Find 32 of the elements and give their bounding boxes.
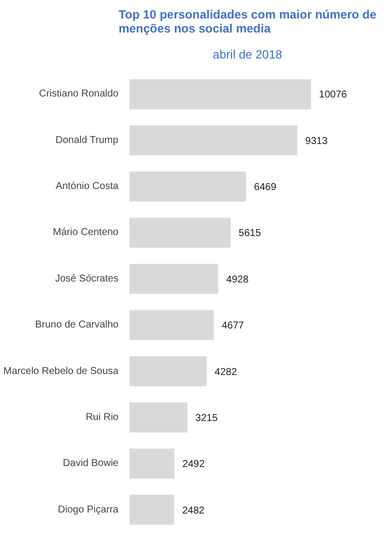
- y-tick-label: Bruno de Carvalho: [35, 320, 119, 331]
- data-label: 9313: [305, 136, 328, 147]
- y-tick-label: António Costa: [56, 181, 119, 192]
- bar: [130, 125, 298, 156]
- bar: [130, 356, 207, 386]
- y-tick-label: Rui Rio: [86, 412, 119, 423]
- bar: [130, 494, 174, 525]
- chart-title: Top 10 personalidades com maior número de menções nos social media: [118, 8, 377, 36]
- y-tick-label: Marcelo Rebelo de Sousa: [3, 366, 119, 377]
- y-tick-label: Cristiano Ronaldo: [39, 88, 119, 100]
- bar: [130, 310, 214, 340]
- data-label: 2492: [182, 459, 206, 470]
- data-label: 10076: [319, 90, 348, 101]
- bar: [130, 218, 231, 248]
- bar: [130, 172, 246, 202]
- y-tick-label: David Bowie: [62, 458, 119, 470]
- data-label: 2482: [182, 505, 205, 516]
- y-tick-label: José Sócrates: [55, 273, 119, 284]
- y-tick-label: Donald Trump: [56, 134, 119, 146]
- bar: [130, 448, 174, 479]
- data-label: 5615: [238, 228, 262, 240]
- data-label: 4928: [226, 274, 249, 286]
- bar: [130, 264, 218, 294]
- bar: [130, 402, 188, 432]
- chart-subtitle: abril de 2018: [212, 48, 283, 62]
- data-label: 3215: [195, 412, 218, 424]
- y-tick-label: Diogo Piçarra: [58, 504, 119, 516]
- data-label: 4677: [222, 320, 244, 332]
- data-label: 4282: [214, 366, 238, 378]
- bar: [130, 79, 312, 110]
- data-label: 6469: [254, 182, 277, 194]
- y-tick-label: Mário Centeno: [52, 227, 119, 238]
